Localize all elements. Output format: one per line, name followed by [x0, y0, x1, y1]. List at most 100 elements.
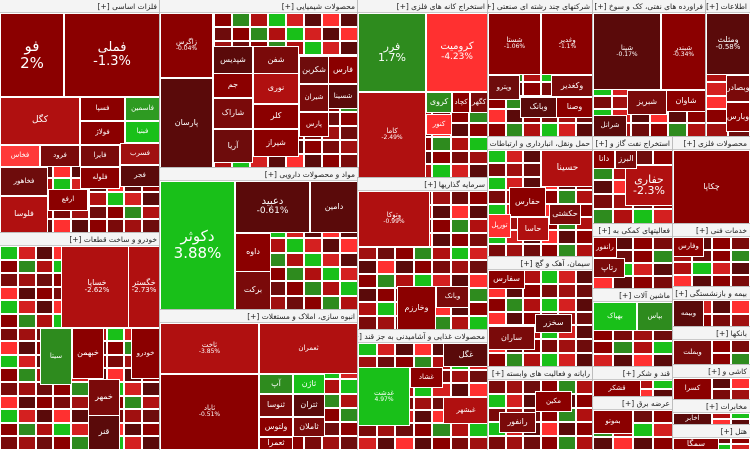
small-tile[interactable]: [53, 219, 72, 233]
sector-header[interactable]: فلزات اساسی [+]: [0, 0, 160, 13]
small-tile[interactable]: [432, 436, 451, 450]
small-tile[interactable]: [340, 379, 358, 394]
stock-tile[interactable]: تورپل: [488, 214, 511, 238]
stock-tile[interactable]: قنر: [88, 415, 120, 450]
small-tile[interactable]: [106, 341, 125, 355]
small-tile[interactable]: [0, 314, 18, 328]
small-tile[interactable]: [450, 369, 470, 384]
stock-tile[interactable]: آریا: [213, 129, 253, 163]
small-tile[interactable]: [322, 281, 340, 296]
stock-tile[interactable]: ثعمرا: [259, 437, 293, 450]
small-tile[interactable]: [469, 218, 488, 233]
stock-tile[interactable]: شاراک: [213, 98, 253, 129]
small-tile[interactable]: [649, 123, 669, 137]
small-tile[interactable]: [488, 190, 506, 204]
small-tile[interactable]: [469, 164, 488, 178]
small-tile[interactable]: [523, 297, 541, 312]
small-tile[interactable]: [523, 243, 541, 257]
stock-tile[interactable]: وپترو: [488, 75, 520, 100]
small-tile[interactable]: [706, 123, 728, 137]
small-tile[interactable]: [711, 313, 731, 327]
small-tile[interactable]: [711, 340, 731, 353]
stock-tile[interactable]: وبملت: [673, 340, 712, 365]
stock-tile[interactable]: حسینا: [541, 150, 593, 187]
small-tile[interactable]: [633, 263, 653, 276]
small-tile[interactable]: [142, 205, 160, 220]
small-tile[interactable]: [469, 302, 488, 317]
stock-tile[interactable]: کاما -2.49%: [358, 92, 426, 178]
small-tile[interactable]: [286, 13, 304, 28]
small-tile[interactable]: [35, 314, 54, 328]
small-tile[interactable]: [469, 232, 488, 247]
sector-header[interactable]: سرمایه گذاریها [+]: [358, 178, 488, 191]
small-tile[interactable]: [340, 252, 358, 267]
small-tile[interactable]: [653, 150, 673, 165]
small-tile[interactable]: [17, 395, 36, 410]
stock-tile[interactable]: اخابر: [673, 413, 712, 425]
small-tile[interactable]: [232, 13, 250, 28]
small-tile[interactable]: [711, 352, 731, 365]
small-tile[interactable]: [633, 250, 653, 263]
small-tile[interactable]: [35, 300, 54, 314]
small-tile[interactable]: [575, 283, 593, 298]
small-tile[interactable]: [450, 246, 470, 261]
small-tile[interactable]: [575, 353, 593, 367]
small-tile[interactable]: [488, 353, 506, 367]
small-tile[interactable]: [0, 422, 18, 437]
stock-tile[interactable]: ومثلث -0.58%: [706, 13, 750, 75]
small-tile[interactable]: [250, 13, 268, 28]
small-tile[interactable]: [413, 246, 433, 261]
small-tile[interactable]: [0, 273, 18, 287]
small-tile[interactable]: [432, 423, 451, 437]
stock-tile[interactable]: خودرو: [131, 328, 160, 379]
small-tile[interactable]: [450, 191, 470, 205]
small-tile[interactable]: [88, 205, 107, 220]
small-tile[interactable]: [106, 354, 125, 369]
small-tile[interactable]: [340, 393, 358, 408]
small-tile[interactable]: [322, 266, 340, 282]
small-tile[interactable]: [304, 252, 322, 267]
stock-tile[interactable]: شیراز: [253, 129, 299, 157]
stock-tile[interactable]: غدشت 4.97%: [358, 367, 410, 426]
small-tile[interactable]: [322, 435, 340, 450]
small-tile[interactable]: [432, 232, 451, 247]
small-tile[interactable]: [469, 136, 488, 151]
small-tile[interactable]: [593, 194, 613, 210]
small-tile[interactable]: [730, 313, 750, 327]
stock-tile[interactable]: برکت: [235, 271, 271, 310]
small-tile[interactable]: [142, 382, 160, 396]
small-tile[interactable]: [124, 382, 143, 396]
small-tile[interactable]: [469, 383, 488, 397]
small-tile[interactable]: [124, 436, 143, 450]
sector-header[interactable]: محصولات شیمیایی [+]: [160, 0, 358, 13]
small-tile[interactable]: [523, 123, 541, 137]
stock-tile[interactable]: غبشهر: [443, 397, 488, 424]
small-tile[interactable]: [730, 413, 750, 419]
stock-tile[interactable]: وبیمه: [673, 300, 704, 327]
small-tile[interactable]: [71, 409, 89, 423]
small-tile[interactable]: [413, 343, 433, 357]
small-tile[interactable]: [0, 246, 18, 260]
small-tile[interactable]: [124, 219, 143, 233]
stock-tile[interactable]: خبهمن: [72, 328, 104, 379]
small-tile[interactable]: [730, 444, 750, 450]
small-tile[interactable]: [142, 409, 160, 423]
stock-tile[interactable]: کلر: [253, 104, 299, 129]
small-tile[interactable]: [0, 382, 18, 396]
small-tile[interactable]: [340, 266, 358, 282]
small-tile[interactable]: [469, 423, 488, 437]
small-tile[interactable]: [432, 150, 451, 165]
small-tile[interactable]: [214, 27, 232, 42]
stock-tile[interactable]: البرز: [615, 150, 637, 169]
small-tile[interactable]: [488, 394, 506, 408]
small-tile[interactable]: [124, 409, 143, 423]
sector-header[interactable]: رایانه و فعالیت های وابسته [+]: [488, 367, 593, 380]
small-tile[interactable]: [35, 422, 54, 437]
small-tile[interactable]: [706, 95, 728, 110]
small-tile[interactable]: [35, 246, 54, 260]
small-tile[interactable]: [17, 382, 36, 396]
stock-tile[interactable]: حفاری -2.3%: [625, 165, 673, 206]
stock-tile[interactable]: کگهر: [470, 92, 488, 113]
small-tile[interactable]: [505, 353, 523, 367]
small-tile[interactable]: [124, 191, 143, 206]
